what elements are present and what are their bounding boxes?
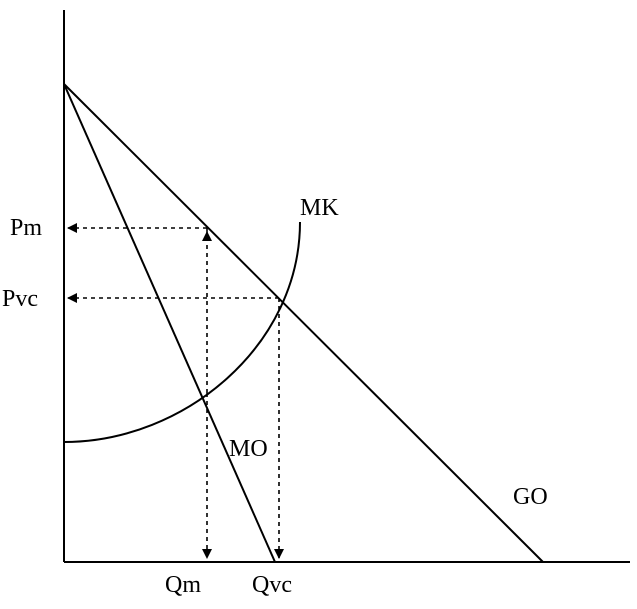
qm-label: Qm — [165, 572, 201, 598]
qvc-label: Qvc — [252, 572, 292, 598]
pm-label: Pm — [10, 215, 43, 241]
demand-curve-go — [63, 83, 544, 563]
pvc-label: Pvc — [2, 286, 38, 312]
marginal-revenue-curve-mo — [63, 83, 276, 563]
marginal-cost-curve-mk — [63, 221, 301, 443]
mo-label: MO — [229, 436, 268, 462]
go-label: GO — [513, 484, 548, 510]
mk-label: MK — [300, 195, 339, 221]
